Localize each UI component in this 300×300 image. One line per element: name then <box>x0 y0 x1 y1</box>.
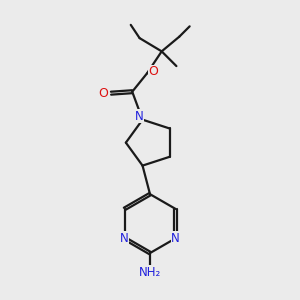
Text: NH₂: NH₂ <box>139 266 161 279</box>
Text: O: O <box>148 65 158 79</box>
Text: N: N <box>171 232 180 245</box>
Text: O: O <box>99 87 109 100</box>
Text: N: N <box>120 232 129 245</box>
Text: N: N <box>135 110 143 123</box>
